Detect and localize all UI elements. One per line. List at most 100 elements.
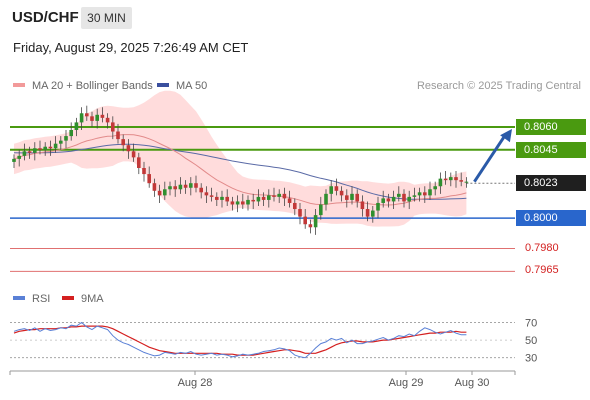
- rsi-swatch: [13, 296, 25, 301]
- candle-body: [261, 196, 266, 200]
- candle-body: [246, 199, 250, 205]
- projection-arrow-head: [500, 128, 512, 143]
- candle-body: [43, 146, 47, 150]
- candle-body: [443, 178, 448, 181]
- legend-ma50-label: MA 50: [176, 80, 208, 92]
- ma20-swatch: [13, 83, 25, 88]
- candle-body: [168, 186, 172, 190]
- timestamp: Friday, August 29, 2025 7:26:49 AM CET: [13, 40, 249, 55]
- candle-body: [69, 130, 73, 137]
- x-tick-aug-28: Aug 28: [178, 377, 213, 389]
- candle-body: [256, 196, 261, 202]
- target-label-0.7980: 0.7980: [525, 241, 559, 254]
- candle-body: [329, 186, 333, 194]
- ma50-swatch: [157, 83, 169, 88]
- legend-rsi-ma-label: 9MA: [81, 293, 104, 305]
- candle-body: [95, 114, 99, 121]
- candle-body: [449, 177, 453, 181]
- candle-body: [350, 193, 354, 200]
- candle-body: [397, 193, 401, 197]
- candle-body: [438, 178, 443, 187]
- candle-body: [417, 192, 422, 196]
- candle-body: [173, 186, 177, 190]
- candle-body: [433, 186, 437, 190]
- candle-body: [287, 198, 292, 203]
- current-label-0.8023: 0.8023: [516, 175, 586, 192]
- candle-body: [189, 183, 193, 188]
- candle-body: [464, 181, 469, 183]
- candle-body: [64, 136, 68, 141]
- candle-body: [360, 201, 365, 210]
- candle-body: [386, 198, 391, 202]
- candle-body: [324, 193, 328, 205]
- candle-body: [277, 193, 281, 197]
- candle-body: [339, 190, 344, 196]
- ma50-line: [13, 143, 467, 200]
- projection-arrow-shaft: [473, 133, 508, 183]
- candle-body: [74, 122, 79, 130]
- legend-ma20: MA 20 + Bollinger Bands: [13, 80, 153, 92]
- candle-body: [152, 183, 157, 191]
- candle-body: [199, 187, 203, 193]
- legend-rsi-label: RSI: [32, 293, 51, 305]
- candle-body: [183, 184, 188, 188]
- timeframe-button[interactable]: 30 MIN: [81, 7, 132, 29]
- candle-body: [137, 157, 141, 168]
- legend-ma50: MA 50: [157, 80, 207, 92]
- support-label-0.8000: 0.8000: [516, 210, 586, 227]
- candle-body: [272, 195, 276, 197]
- candle-body: [178, 184, 183, 190]
- candle-body: [371, 210, 375, 217]
- candle-body: [407, 196, 411, 202]
- candle-body: [126, 145, 131, 152]
- candle-body: [142, 168, 146, 175]
- candle-body: [391, 196, 396, 202]
- candle-body: [298, 209, 302, 217]
- candle-body: [53, 143, 58, 149]
- candle-body: [225, 196, 229, 202]
- candle-body: [157, 190, 162, 196]
- candle-body: [38, 148, 42, 150]
- candle-body: [100, 114, 105, 118]
- candle-body: [459, 180, 463, 182]
- pair-title: USD/CHF: [12, 9, 79, 26]
- candle-body: [241, 201, 245, 205]
- bollinger-band: [14, 90, 467, 227]
- candle-body: [235, 201, 240, 205]
- candle-body: [131, 151, 136, 158]
- candle-body: [209, 195, 214, 197]
- resistance-label-0.8045: 0.8045: [516, 141, 586, 158]
- candle-body: [215, 196, 219, 200]
- candle-body: [105, 117, 110, 123]
- target-label-0.7965: 0.7965: [525, 264, 559, 277]
- candle-body: [303, 216, 307, 225]
- candle-body: [319, 204, 323, 216]
- candle-body: [230, 201, 235, 205]
- candle-body: [220, 196, 224, 200]
- candle-body: [85, 113, 89, 117]
- candle-body: [12, 158, 16, 162]
- candle-body: [17, 155, 21, 159]
- candle-body: [147, 174, 151, 184]
- candle-body: [293, 202, 297, 210]
- candle-body: [454, 177, 458, 181]
- candle-body: [365, 209, 370, 217]
- rsi-ma-line: [13, 325, 467, 356]
- ma20-line: [13, 134, 467, 206]
- research-credit: Research © 2025 Trading Central: [416, 80, 581, 92]
- candle-body: [423, 192, 427, 196]
- resistance-label-0.8060: 0.8060: [516, 118, 586, 135]
- candle-body: [267, 195, 271, 200]
- candle-body: [428, 189, 432, 196]
- candle-body: [308, 224, 313, 228]
- candle-body: [27, 151, 32, 153]
- candle-body: [79, 113, 84, 123]
- candle-body: [59, 140, 63, 144]
- legend-ma20-label: MA 20 + Bollinger Bands: [32, 80, 153, 92]
- candle-body: [381, 198, 385, 203]
- candle-body: [121, 139, 125, 146]
- rsi-ma-swatch: [62, 296, 74, 301]
- candle-body: [163, 189, 167, 196]
